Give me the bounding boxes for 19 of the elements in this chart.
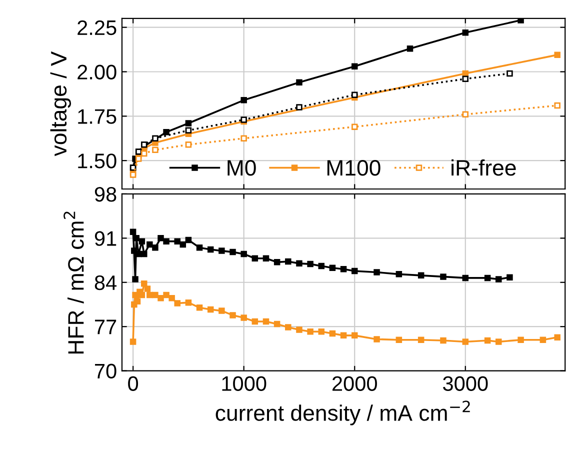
- legend-label: M0: [228, 160, 256, 176]
- y-axis-title: HFR / mΩ cm$^{2}$: [64, 212, 84, 354]
- y-tick-label: 70: [95, 364, 116, 379]
- x-tick-label: 1000: [222, 376, 266, 391]
- y-axis-title: voltage / V: [50, 51, 72, 156]
- y-tick-label: 2.25: [78, 20, 116, 36]
- x-tick-label: 2000: [332, 376, 377, 391]
- y-tick-label: 91: [94, 231, 116, 246]
- y-tick-label: 98: [94, 186, 116, 202]
- y-tick-label: 1.50: [78, 154, 116, 168]
- x-axis-title: current density / mA cm$^{−2}$: [216, 400, 470, 426]
- legend-label: M100: [327, 160, 380, 176]
- x-tick-label: 3000: [443, 376, 488, 391]
- x-tick-label: 0: [128, 376, 138, 391]
- y-tick-label: 84: [94, 275, 117, 290]
- legend-label: iR-free: [452, 159, 516, 176]
- y-tick-label: 77: [95, 320, 116, 334]
- y-tick-label: 2.00: [78, 64, 116, 80]
- y-tick-label: 1.75: [78, 109, 116, 124]
